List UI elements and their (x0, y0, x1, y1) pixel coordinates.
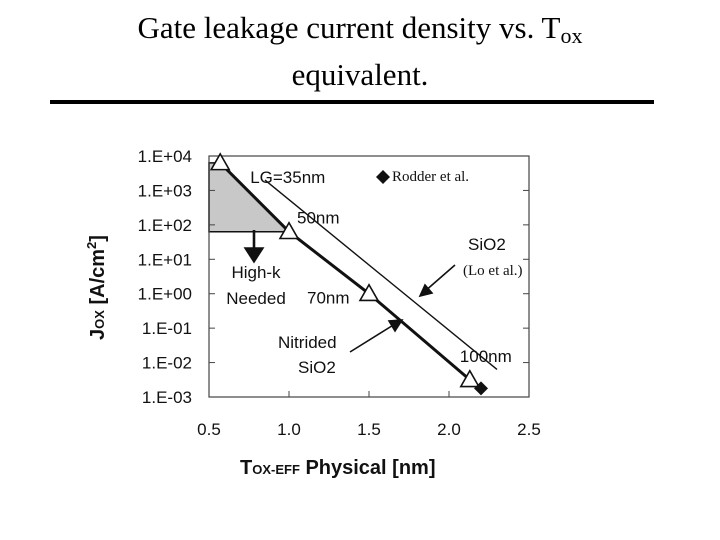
y-axis-ticks: 1.E+04 1.E+03 1.E+02 1.E+01 1.E+00 1.E-01 1.E-… (138, 147, 529, 407)
triangle-marker (209, 152, 231, 171)
annotation-high-k: High-k (231, 263, 281, 282)
annotation-needed: Needed (226, 289, 286, 308)
triangle-marker-label: LG=35nm (250, 168, 325, 187)
triangle-marker (358, 283, 380, 302)
nitrided-sio2-line (219, 161, 471, 381)
triangle-marker (459, 369, 481, 388)
annotation-nitrided: Nitrided (278, 333, 337, 352)
annotation-arrows (243, 230, 456, 353)
sio2-arrow-line (423, 264, 456, 293)
sio2-line (264, 179, 498, 370)
x-tick-label: 2.0 (437, 420, 461, 439)
title-line-1: Gate leakage current density vs. Tox (0, 6, 720, 53)
y-tick-label: 1.E+00 (138, 285, 192, 304)
x-tick-label: 2.5 (517, 420, 541, 439)
y-tick-label: 1.E-01 (142, 319, 192, 338)
x-axis-label-rest: Physical [nm] (300, 457, 436, 479)
triangle-marker-label: 100nm (460, 347, 512, 366)
annotation-nitrided-sio2: SiO2 (298, 358, 336, 377)
y-axis-label-end: ] (87, 235, 109, 242)
slide-title: Gate leakage current density vs. Tox equ… (0, 6, 720, 97)
x-tick-label: 1.0 (277, 420, 301, 439)
y-tick-label: 1.E-03 (142, 388, 192, 407)
y-tick-label: 1.E+04 (138, 147, 192, 166)
nitrided-arrow-head (387, 319, 404, 333)
title-main-text: Gate leakage current density vs. T (137, 10, 561, 45)
x-axis-label-main: T (240, 457, 252, 479)
y-tick-label: 1.E+03 (138, 181, 192, 200)
y-tick-label: 1.E-02 (142, 354, 192, 373)
x-axis-ticks: 0.5 1.0 1.5 2.0 2.5 (197, 391, 541, 439)
diamond-marker (474, 381, 488, 396)
high-k-arrow-head (243, 247, 265, 264)
x-axis-label-sub: OX-EFF (252, 462, 300, 477)
y-tick-label: 1.E+01 (138, 250, 192, 269)
diamond-legend-label: Rodder et al. (392, 169, 469, 185)
x-axis-label: TOX-EFF Physical [nm] (240, 457, 436, 479)
y-tick-label: 1.E+02 (138, 216, 192, 235)
y-axis-label-sup: 2 (84, 242, 99, 249)
y-axis-label-main: J (87, 329, 109, 340)
title-rule (50, 100, 654, 104)
x-tick-label: 1.5 (357, 420, 381, 439)
annotation-lo-et-al: (Lo et al.) (463, 263, 523, 279)
chart-marks: LG=35nm 50nm 70nm 100nm Rodder et al. (209, 152, 512, 396)
triangle-marker-label: 50nm (297, 209, 340, 228)
triangle-marker-label: 70nm (307, 289, 350, 308)
title-line-2: equivalent. (291, 57, 429, 92)
diamond-legend-marker (376, 170, 390, 184)
annotation-sio2: SiO2 (468, 235, 506, 254)
y-axis-label: JOX [A/cm2] (84, 235, 109, 340)
y-axis-label-sub: OX (92, 310, 107, 329)
y-axis-label-rest: [A/cm (87, 249, 109, 310)
nitrided-arrow-line (349, 323, 396, 353)
triangle-marker (278, 221, 300, 240)
sio2-arrow-head (418, 283, 434, 298)
title-subscript: ox (560, 23, 583, 48)
x-tick-label: 0.5 (197, 420, 221, 439)
